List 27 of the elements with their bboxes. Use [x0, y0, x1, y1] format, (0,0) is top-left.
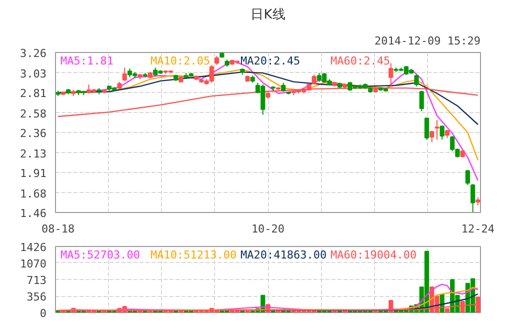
series-label: MA5:1.81 — [60, 54, 114, 68]
y-tick-label: 1426 — [20, 241, 47, 254]
x-tick-label: 12-24 — [461, 222, 495, 236]
x-tick-label: 08-18 — [42, 222, 75, 236]
y-tick-label: 2.36 — [20, 127, 47, 140]
series-label: MA60:2.45 — [330, 54, 390, 68]
y-tick-label: 713 — [26, 274, 47, 287]
y-tick-label: 2.13 — [20, 147, 47, 160]
text: MA5:52703.00 — [60, 248, 140, 262]
y-tick-label: 0 — [40, 307, 46, 320]
text: MA10:51213.00 — [150, 248, 237, 262]
series-label: MA20:2.45 — [240, 54, 300, 68]
y-tick-label: 1.68 — [20, 187, 47, 200]
chart-title: 日K线 — [250, 8, 286, 22]
y-tick-label: 356 — [26, 290, 47, 304]
text: MA60:19004.00 — [330, 248, 417, 262]
y-tick-label: 2.81 — [20, 87, 47, 100]
y-tick-label: 1070 — [20, 257, 47, 270]
text: 2014-12-09 15:29 — [374, 34, 481, 48]
series-label: MA10:2.05 — [150, 54, 210, 68]
y-tick-label: 3.26 — [20, 47, 47, 60]
y-tick-label: 3.03 — [20, 67, 47, 80]
y-tick-label: 2.58 — [20, 107, 47, 120]
y-tick-label: 1.46 — [20, 207, 47, 220]
y-tick-label: 1.91 — [20, 167, 47, 180]
text: MA20:41863.00 — [240, 248, 327, 262]
x-tick-label: 10-20 — [251, 222, 285, 236]
